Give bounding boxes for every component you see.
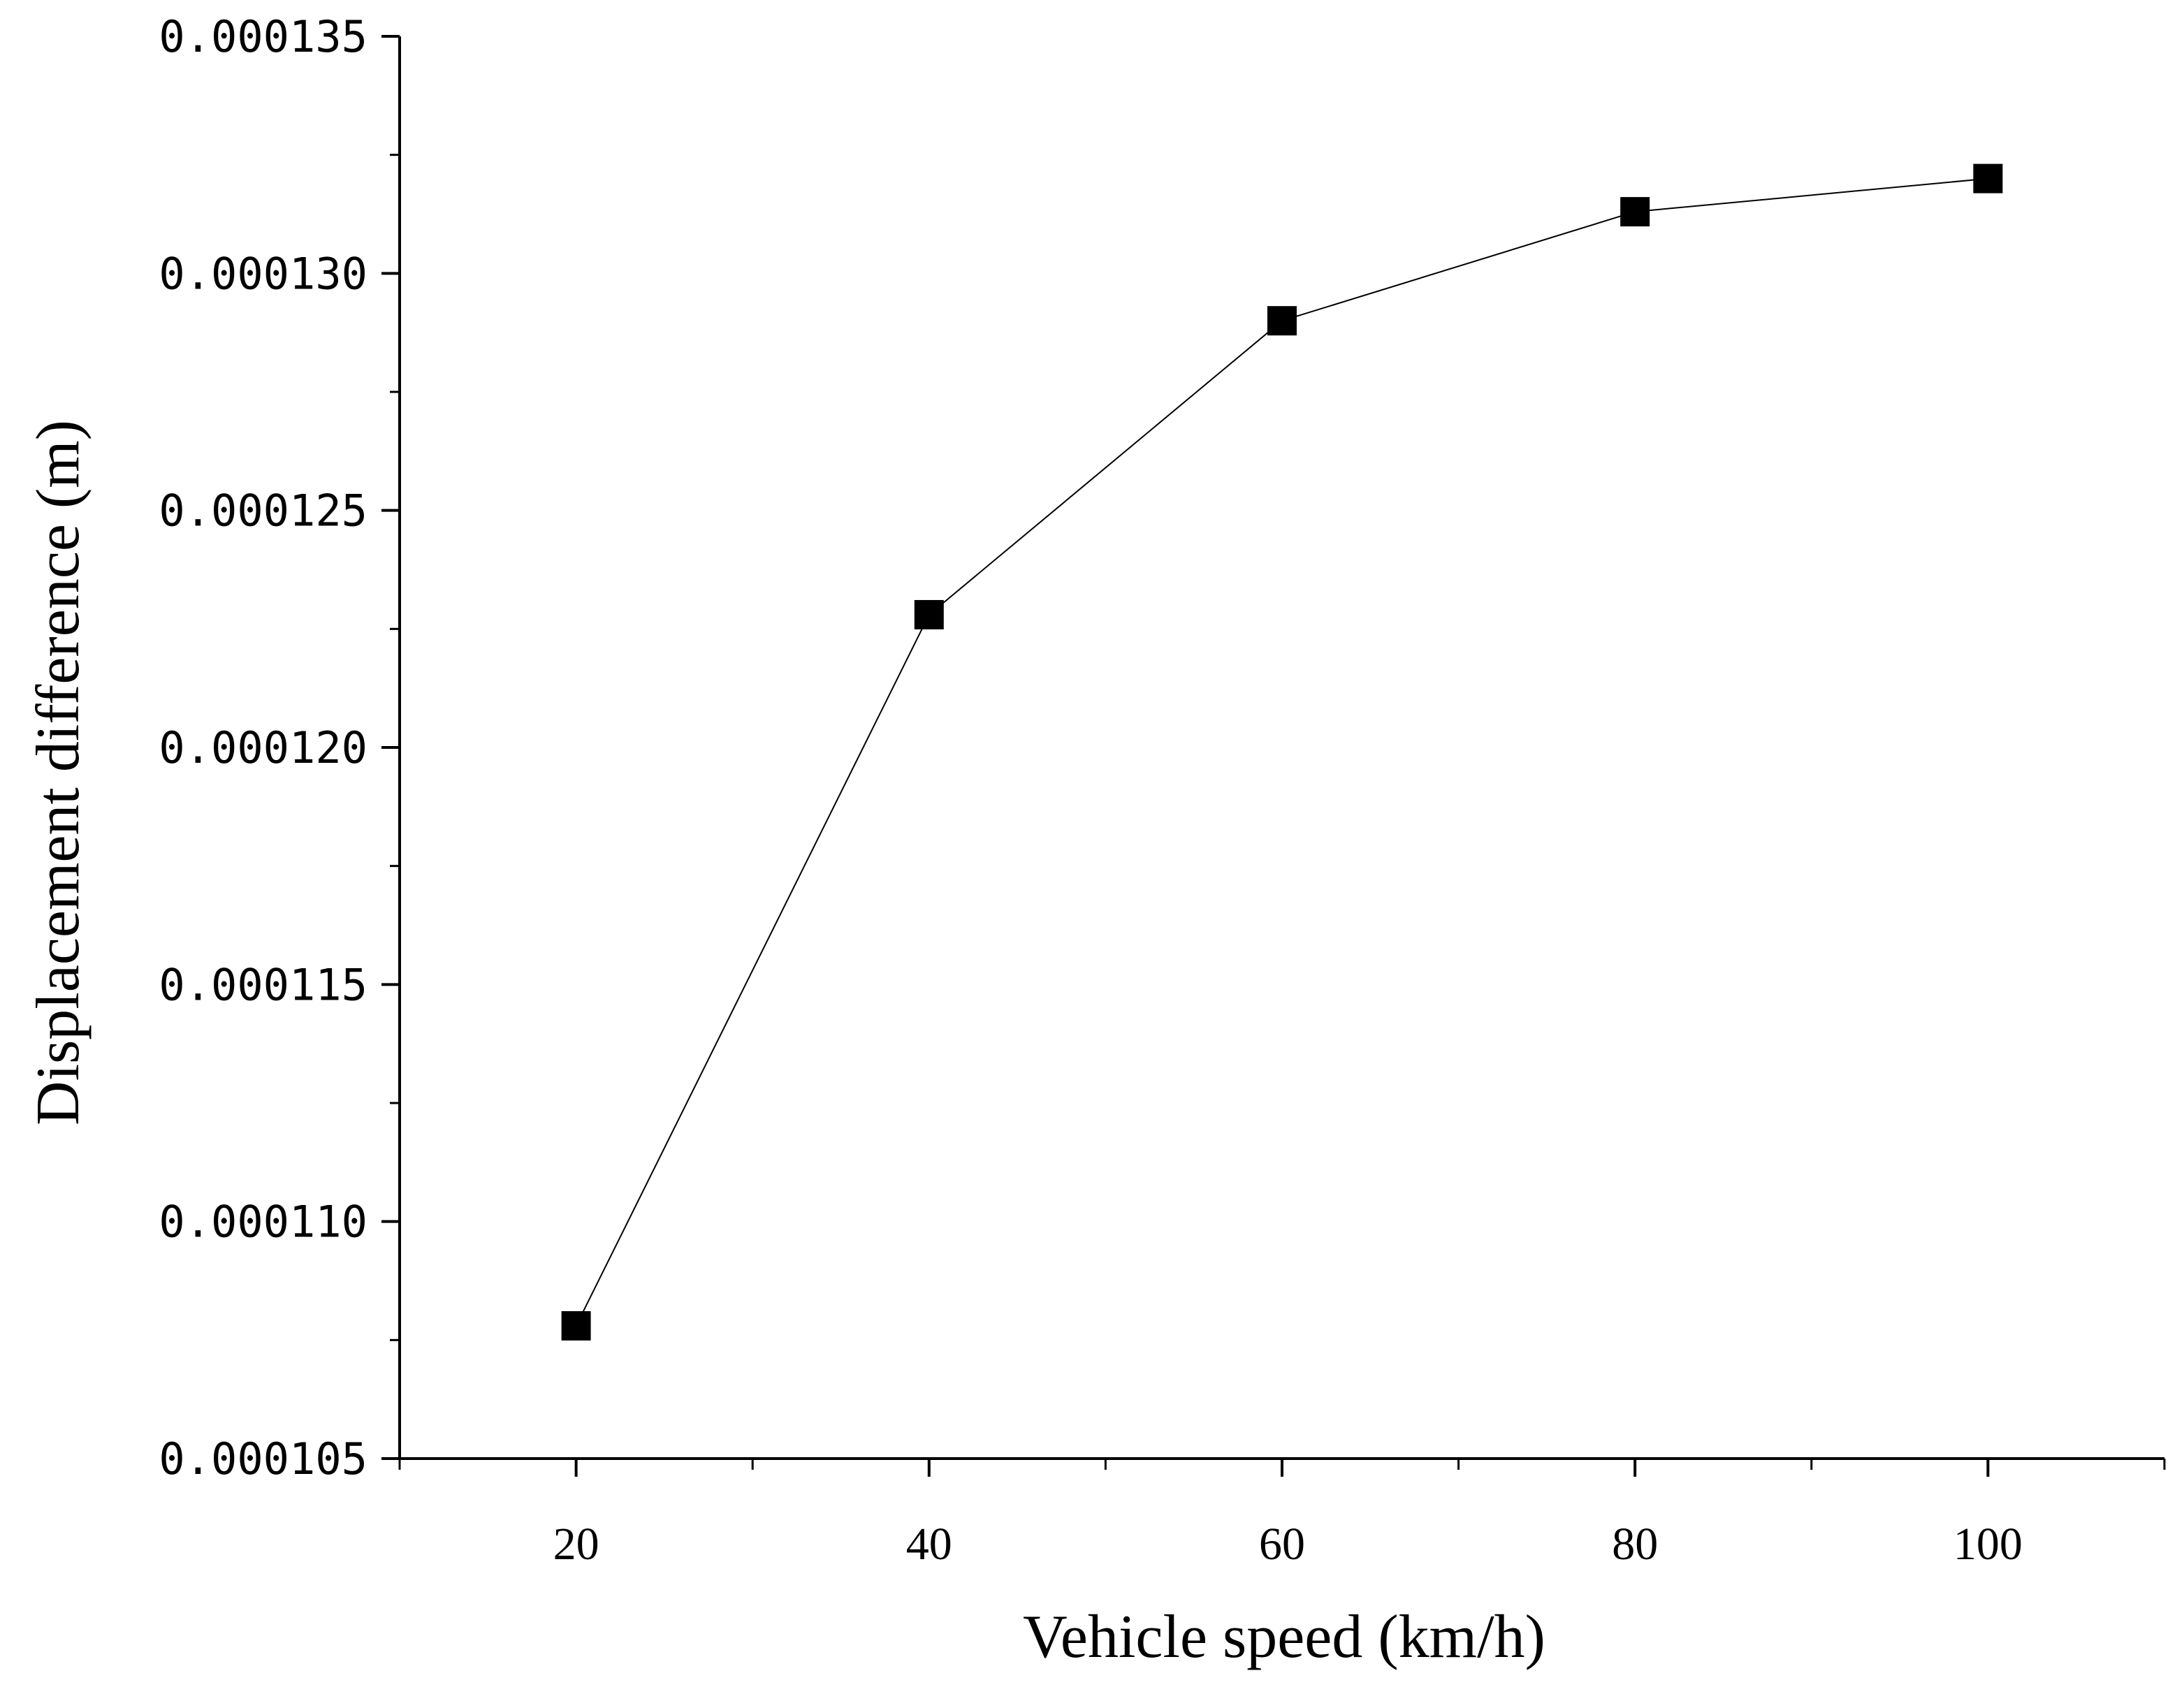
data-point-marker <box>914 599 944 629</box>
x-tick-label: 100 <box>1953 1519 2023 1570</box>
y-tick-label: 0.000120 <box>159 722 367 773</box>
ticks <box>381 35 2166 1477</box>
data-point-marker <box>1620 197 1650 227</box>
data-point-marker <box>561 1310 591 1341</box>
x-tick-label: 80 <box>1612 1519 1658 1570</box>
y-tick-label: 0.000125 <box>159 485 367 536</box>
y-tick-label: 0.000115 <box>159 959 367 1010</box>
data-point-marker <box>1267 306 1297 336</box>
x-axis-title: Vehicle speed (km/h) <box>1023 1603 1545 1671</box>
x-tick-label: 20 <box>553 1519 599 1570</box>
data-point-marker <box>1973 163 2003 193</box>
x-tick-label: 60 <box>1259 1519 1305 1570</box>
x-tick-label: 40 <box>906 1519 952 1570</box>
y-tick-label: 0.000130 <box>159 248 367 299</box>
y-axis-title: Displacement difference (m) <box>24 420 92 1125</box>
series-layer <box>561 163 2003 1341</box>
y-tick-label: 0.000110 <box>159 1197 367 1248</box>
y-tick-label: 0.000105 <box>159 1433 367 1484</box>
tick-labels: 0.000105 0.000110 0.000115 0.000120 0.000125… <box>159 11 2023 1570</box>
y-tick-label: 0.000135 <box>159 11 367 62</box>
